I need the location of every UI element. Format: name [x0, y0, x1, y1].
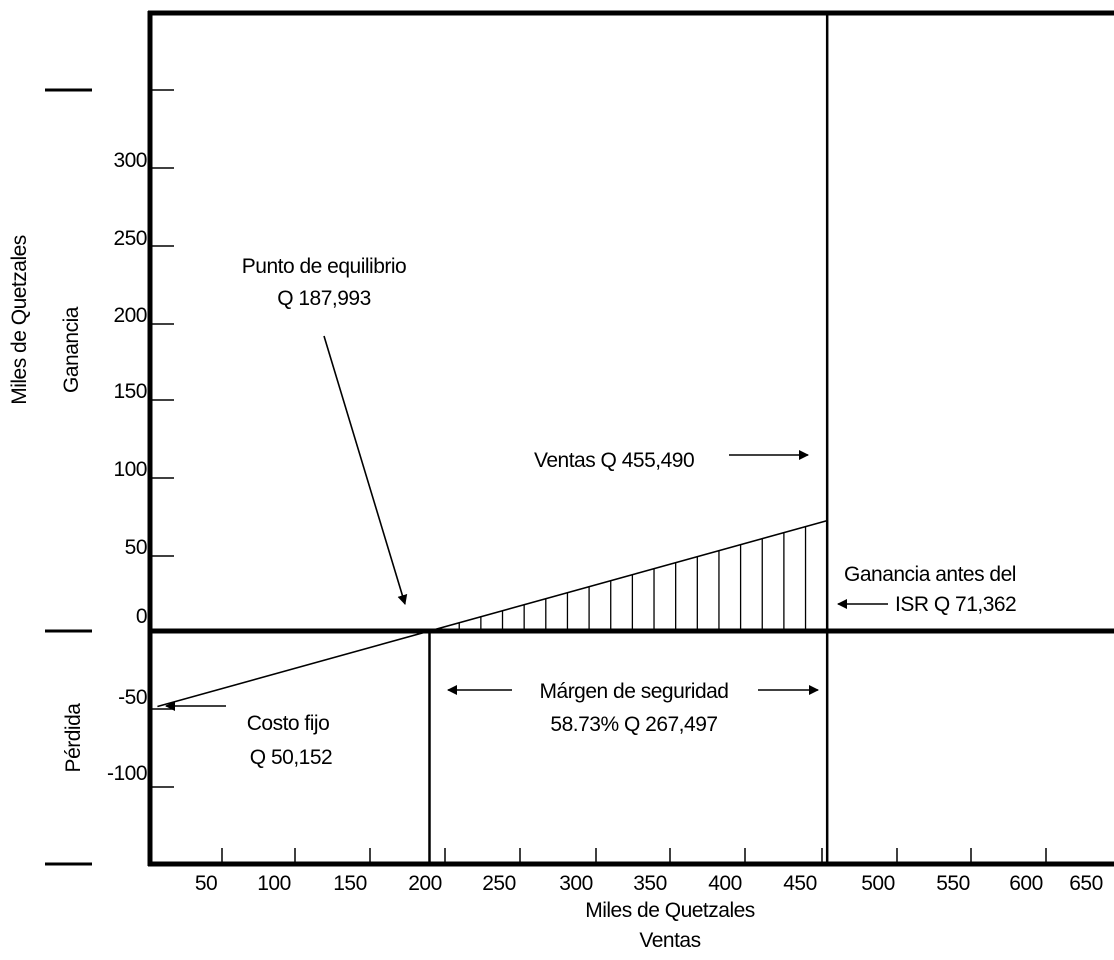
- x-axis-label-secondary: Ventas: [639, 929, 700, 952]
- margin-value: 58.73% Q 267,497: [550, 713, 717, 736]
- x-tick-label: 500: [861, 872, 895, 895]
- y-axis-label-loss: Pérdida: [62, 703, 85, 773]
- x-tick-label: 50: [195, 872, 217, 895]
- x-tick-labels: 50 100 150 200 250 300 350 400 450 500 5…: [195, 872, 1103, 895]
- y-tick-label: 50: [125, 536, 147, 559]
- x-tick-label: 200: [408, 872, 442, 895]
- y-tick-label: -100: [107, 762, 147, 785]
- x-tick-label: 450: [783, 872, 817, 895]
- break-even-arrow: [323, 335, 408, 605]
- x-tick-label: 600: [1009, 872, 1043, 895]
- x-tick-label: 400: [708, 872, 742, 895]
- x-tick-label: 150: [333, 872, 367, 895]
- y-tick-label: 300: [113, 149, 147, 172]
- profit-label: Ganancia antes del: [844, 563, 1016, 586]
- y-tick-label: 150: [113, 380, 147, 403]
- profit-value: ISR Q 71,362: [895, 593, 1016, 616]
- x-tick-label: 250: [482, 872, 516, 895]
- x-tick-label: 550: [936, 872, 970, 895]
- x-tick-label: 300: [559, 872, 593, 895]
- x-tick-label: 350: [633, 872, 667, 895]
- y-tick-labels: 300 250 200 150 100 50 0 -50 -100: [107, 149, 148, 785]
- x-tick-label: 100: [257, 872, 291, 895]
- margin-label: Márgen de seguridad: [540, 680, 729, 703]
- y-tick-label: -50: [118, 686, 147, 709]
- y-axis-label-profit: Ganancia: [60, 306, 83, 393]
- y-tick-marks: [150, 89, 174, 788]
- x-axis-label: Miles de Quetzales: [585, 899, 755, 922]
- y-axis-label: Miles de Quetzales: [8, 235, 31, 405]
- y-tick-label: 200: [113, 304, 147, 327]
- y-tick-label: 0: [136, 605, 147, 628]
- break-even-value: Q 187,993: [277, 287, 371, 310]
- y-tick-label: 100: [113, 458, 147, 481]
- fixed-cost-value: Q 50,152: [250, 746, 332, 769]
- y-tick-label: 250: [113, 227, 147, 250]
- profit-line: [157, 519, 828, 708]
- sales-label: Ventas Q 455,490: [534, 449, 694, 472]
- x-tick-marks: [221, 848, 1047, 864]
- break-even-label: Punto de equilibrio: [242, 255, 406, 278]
- chart-marks: [157, 15, 888, 862]
- fixed-cost-label: Costo fijo: [247, 712, 330, 735]
- x-tick-label: 650: [1069, 872, 1103, 895]
